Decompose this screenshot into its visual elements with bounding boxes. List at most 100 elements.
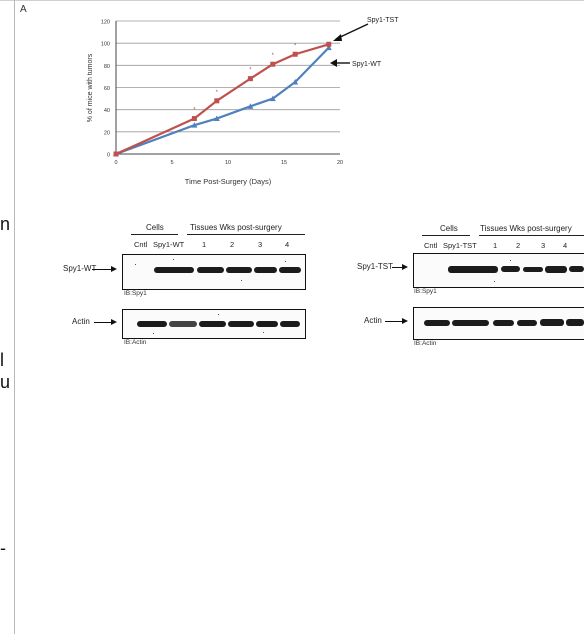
band: [448, 266, 498, 273]
band: [545, 266, 567, 273]
data-point: [269, 95, 276, 102]
significance-marker: *: [272, 53, 275, 59]
y-tick-label: 40: [104, 108, 110, 114]
arrow-head-icon: [111, 266, 117, 272]
arrow-head-icon: [402, 264, 408, 270]
lane-label: 3: [258, 240, 263, 249]
panel-label: A: [20, 4, 27, 15]
tissues-header: Tissues Wks post-surgery: [190, 223, 282, 232]
series-line: [115, 43, 330, 156]
chart-axes: 0 20 40 60 80 100 120 0 5 10 15 20: [101, 20, 343, 167]
x-tick-label: 10: [225, 160, 231, 166]
annotation-text: Spy1-WT: [352, 61, 382, 68]
band: [540, 319, 564, 326]
data-point: [191, 116, 197, 122]
lane-label: 2: [516, 241, 521, 250]
x-tick-label: 15: [281, 160, 287, 166]
y-tick-label: 0: [107, 153, 110, 159]
data-point: [247, 76, 253, 82]
data-point: [113, 151, 119, 157]
x-tick-label: 0: [114, 160, 117, 166]
annotation-spy1-tst: Spy1-TST: [333, 17, 399, 41]
x-axis-label: Time Post-Surgery (Days): [185, 177, 272, 186]
data-point: [214, 98, 220, 104]
band: [197, 267, 224, 273]
x-tick-label: 20: [337, 160, 343, 166]
y-axis-label: % of mice with tumors: [87, 53, 94, 122]
significance-marker: *: [193, 108, 196, 114]
ib-label: IB:Spy1: [414, 288, 437, 295]
data-point: [292, 51, 298, 57]
ib-label: IB:Actin: [414, 340, 437, 347]
band: [199, 321, 226, 327]
arrow-head-icon: [402, 318, 408, 324]
lane-label: Spy1-TST: [443, 241, 477, 250]
y-tick-label: 80: [104, 64, 110, 70]
lane-label: Cntl: [424, 241, 438, 250]
data-point: [326, 41, 332, 47]
lane-label: 1: [202, 240, 207, 249]
clipped-left-text: u: [0, 372, 11, 392]
row-arrow: [392, 267, 403, 268]
row-label-actin: Actin: [364, 316, 382, 325]
blot-panel-spy1: [122, 254, 306, 290]
ib-label: IB:Spy1: [124, 290, 147, 297]
line-chart: 0 20 40 60 80 100 120 0 5 10 15 20 * * * * * % of mice …: [87, 17, 399, 186]
row-label-actin: Actin: [72, 317, 90, 326]
significance-marker: *: [216, 90, 219, 96]
row-arrow: [94, 322, 112, 323]
ib-label: IB:Actin: [124, 339, 147, 346]
band: [169, 321, 197, 327]
band: [154, 267, 194, 273]
y-tick-label: 120: [101, 20, 110, 26]
row-arrow: [92, 269, 112, 270]
lane-label: 2: [230, 240, 235, 249]
band: [493, 320, 514, 326]
tissues-header: Tissues Wks post-surgery: [480, 224, 572, 233]
band: [566, 319, 584, 326]
band: [279, 267, 301, 273]
clipped-left-text: l: [0, 350, 4, 370]
data-point: [325, 44, 332, 51]
blot-panel-actin: [122, 309, 306, 339]
arrow-head-icon: [111, 319, 117, 325]
band: [280, 321, 300, 327]
data-point: [247, 103, 254, 109]
annotation-text: Spy1-TST: [367, 17, 399, 24]
tissues-underline: [187, 234, 305, 235]
band: [501, 266, 520, 272]
page-left-border: [14, 0, 15, 634]
band: [569, 266, 584, 272]
clipped-left-text: n: [0, 214, 11, 234]
cells-header: Cells: [146, 223, 164, 232]
row-label-spy1-wt: Spy1-WT: [63, 264, 97, 273]
band: [228, 321, 254, 327]
band: [226, 267, 252, 273]
lane-label: 1: [493, 241, 498, 250]
cells-header: Cells: [440, 224, 458, 233]
row-arrow: [385, 321, 403, 322]
cells-underline: [422, 235, 470, 236]
lane-label: 4: [285, 240, 290, 249]
annotation-spy1-wt: Spy1-WT: [330, 59, 382, 68]
lane-label: Spy1-WT: [153, 240, 185, 249]
lane-label: 4: [563, 241, 568, 250]
row-label-spy1-tst: Spy1-TST: [357, 262, 394, 271]
cells-underline: [131, 234, 178, 235]
chart-series: * * * * *: [113, 41, 332, 157]
x-tick-label: 5: [170, 160, 173, 166]
band: [254, 267, 277, 273]
significance-marker: *: [249, 68, 252, 74]
data-point: [292, 78, 299, 85]
blot-panel-spy1: [413, 253, 584, 288]
clipped-left-text: -: [0, 538, 6, 558]
band: [523, 267, 543, 272]
lane-label: Cntl: [134, 240, 148, 249]
significance-marker: *: [294, 43, 297, 49]
band: [517, 320, 537, 326]
lane-label: 3: [541, 241, 546, 250]
page-top-border: [0, 0, 584, 1]
blot-panel-actin: [413, 307, 584, 340]
series-line: [115, 46, 330, 156]
y-tick-label: 100: [101, 42, 110, 48]
